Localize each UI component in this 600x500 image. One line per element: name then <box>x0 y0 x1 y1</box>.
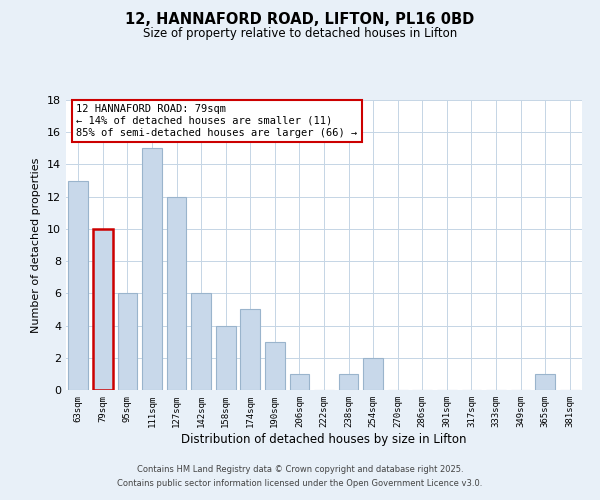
Y-axis label: Number of detached properties: Number of detached properties <box>31 158 41 332</box>
Bar <box>191 294 211 390</box>
Bar <box>339 374 358 390</box>
Bar <box>364 358 383 390</box>
Bar <box>118 294 137 390</box>
Text: Contains HM Land Registry data © Crown copyright and database right 2025.
Contai: Contains HM Land Registry data © Crown c… <box>118 466 482 487</box>
Bar <box>216 326 236 390</box>
Text: 12, HANNAFORD ROAD, LIFTON, PL16 0BD: 12, HANNAFORD ROAD, LIFTON, PL16 0BD <box>125 12 475 28</box>
Bar <box>241 310 260 390</box>
Bar <box>167 196 187 390</box>
Bar <box>290 374 309 390</box>
Bar <box>142 148 162 390</box>
Bar <box>93 229 113 390</box>
X-axis label: Distribution of detached houses by size in Lifton: Distribution of detached houses by size … <box>181 432 467 446</box>
Text: 12 HANNAFORD ROAD: 79sqm
← 14% of detached houses are smaller (11)
85% of semi-d: 12 HANNAFORD ROAD: 79sqm ← 14% of detach… <box>76 104 358 138</box>
Bar <box>265 342 284 390</box>
Text: Size of property relative to detached houses in Lifton: Size of property relative to detached ho… <box>143 28 457 40</box>
Bar <box>68 180 88 390</box>
Bar <box>535 374 555 390</box>
